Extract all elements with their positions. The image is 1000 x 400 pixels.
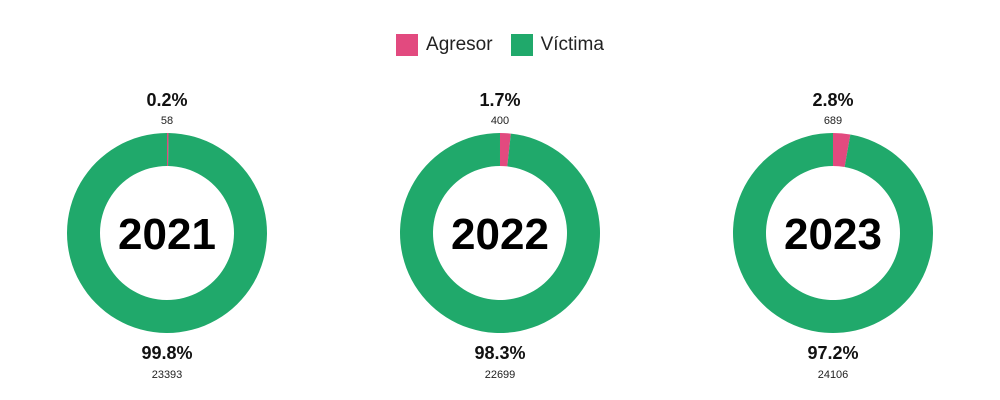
donut-2023: 2023 2.8% 689 97.2% 24106 [733, 90, 934, 381]
data-label-agresor-count: 400 [491, 115, 509, 127]
slice-victima-2021 [66, 133, 267, 333]
legend-label-agresor: Agresor [426, 34, 493, 55]
center-label: 2022 [451, 210, 549, 259]
slice-agresor-2023 [833, 133, 851, 168]
data-label-victima-percent: 99.8% [141, 343, 192, 363]
data-label-victima-count: 22699 [485, 369, 516, 381]
data-label-agresor-count: 689 [824, 115, 842, 127]
data-label-agresor-percent: 0.2% [146, 90, 187, 110]
data-label-agresor-percent: 2.8% [812, 90, 853, 110]
data-label-victima-count: 24106 [818, 369, 849, 381]
legend-swatch-victima [510, 34, 533, 56]
data-label-victima-percent: 98.3% [474, 343, 525, 363]
center-label: 2023 [784, 210, 882, 259]
data-label-victima-count: 23393 [152, 369, 183, 381]
center-label: 2021 [118, 210, 216, 259]
data-label-agresor-percent: 1.7% [479, 90, 520, 110]
donut-2022: 2022 1.7% 400 98.3% 22699 [399, 90, 600, 381]
data-label-agresor-count: 58 [161, 115, 173, 127]
legend-swatch-agresor [396, 34, 419, 56]
slice-agresor-2022 [500, 133, 511, 167]
slice-victima-2023 [733, 133, 934, 333]
data-label-victima-percent: 97.2% [807, 343, 858, 363]
donut-2021: 2021 0.2% 58 99.8% 23393 [66, 90, 267, 381]
slice-victima-2022 [399, 133, 600, 333]
legend-item-agresor: Agresor [396, 34, 493, 56]
legend-item-victima: Víctima [510, 34, 604, 56]
legend-label-victima: Víctima [540, 34, 604, 55]
slice-agresor-2021 [167, 133, 169, 167]
legend: Agresor Víctima [0, 34, 1000, 56]
